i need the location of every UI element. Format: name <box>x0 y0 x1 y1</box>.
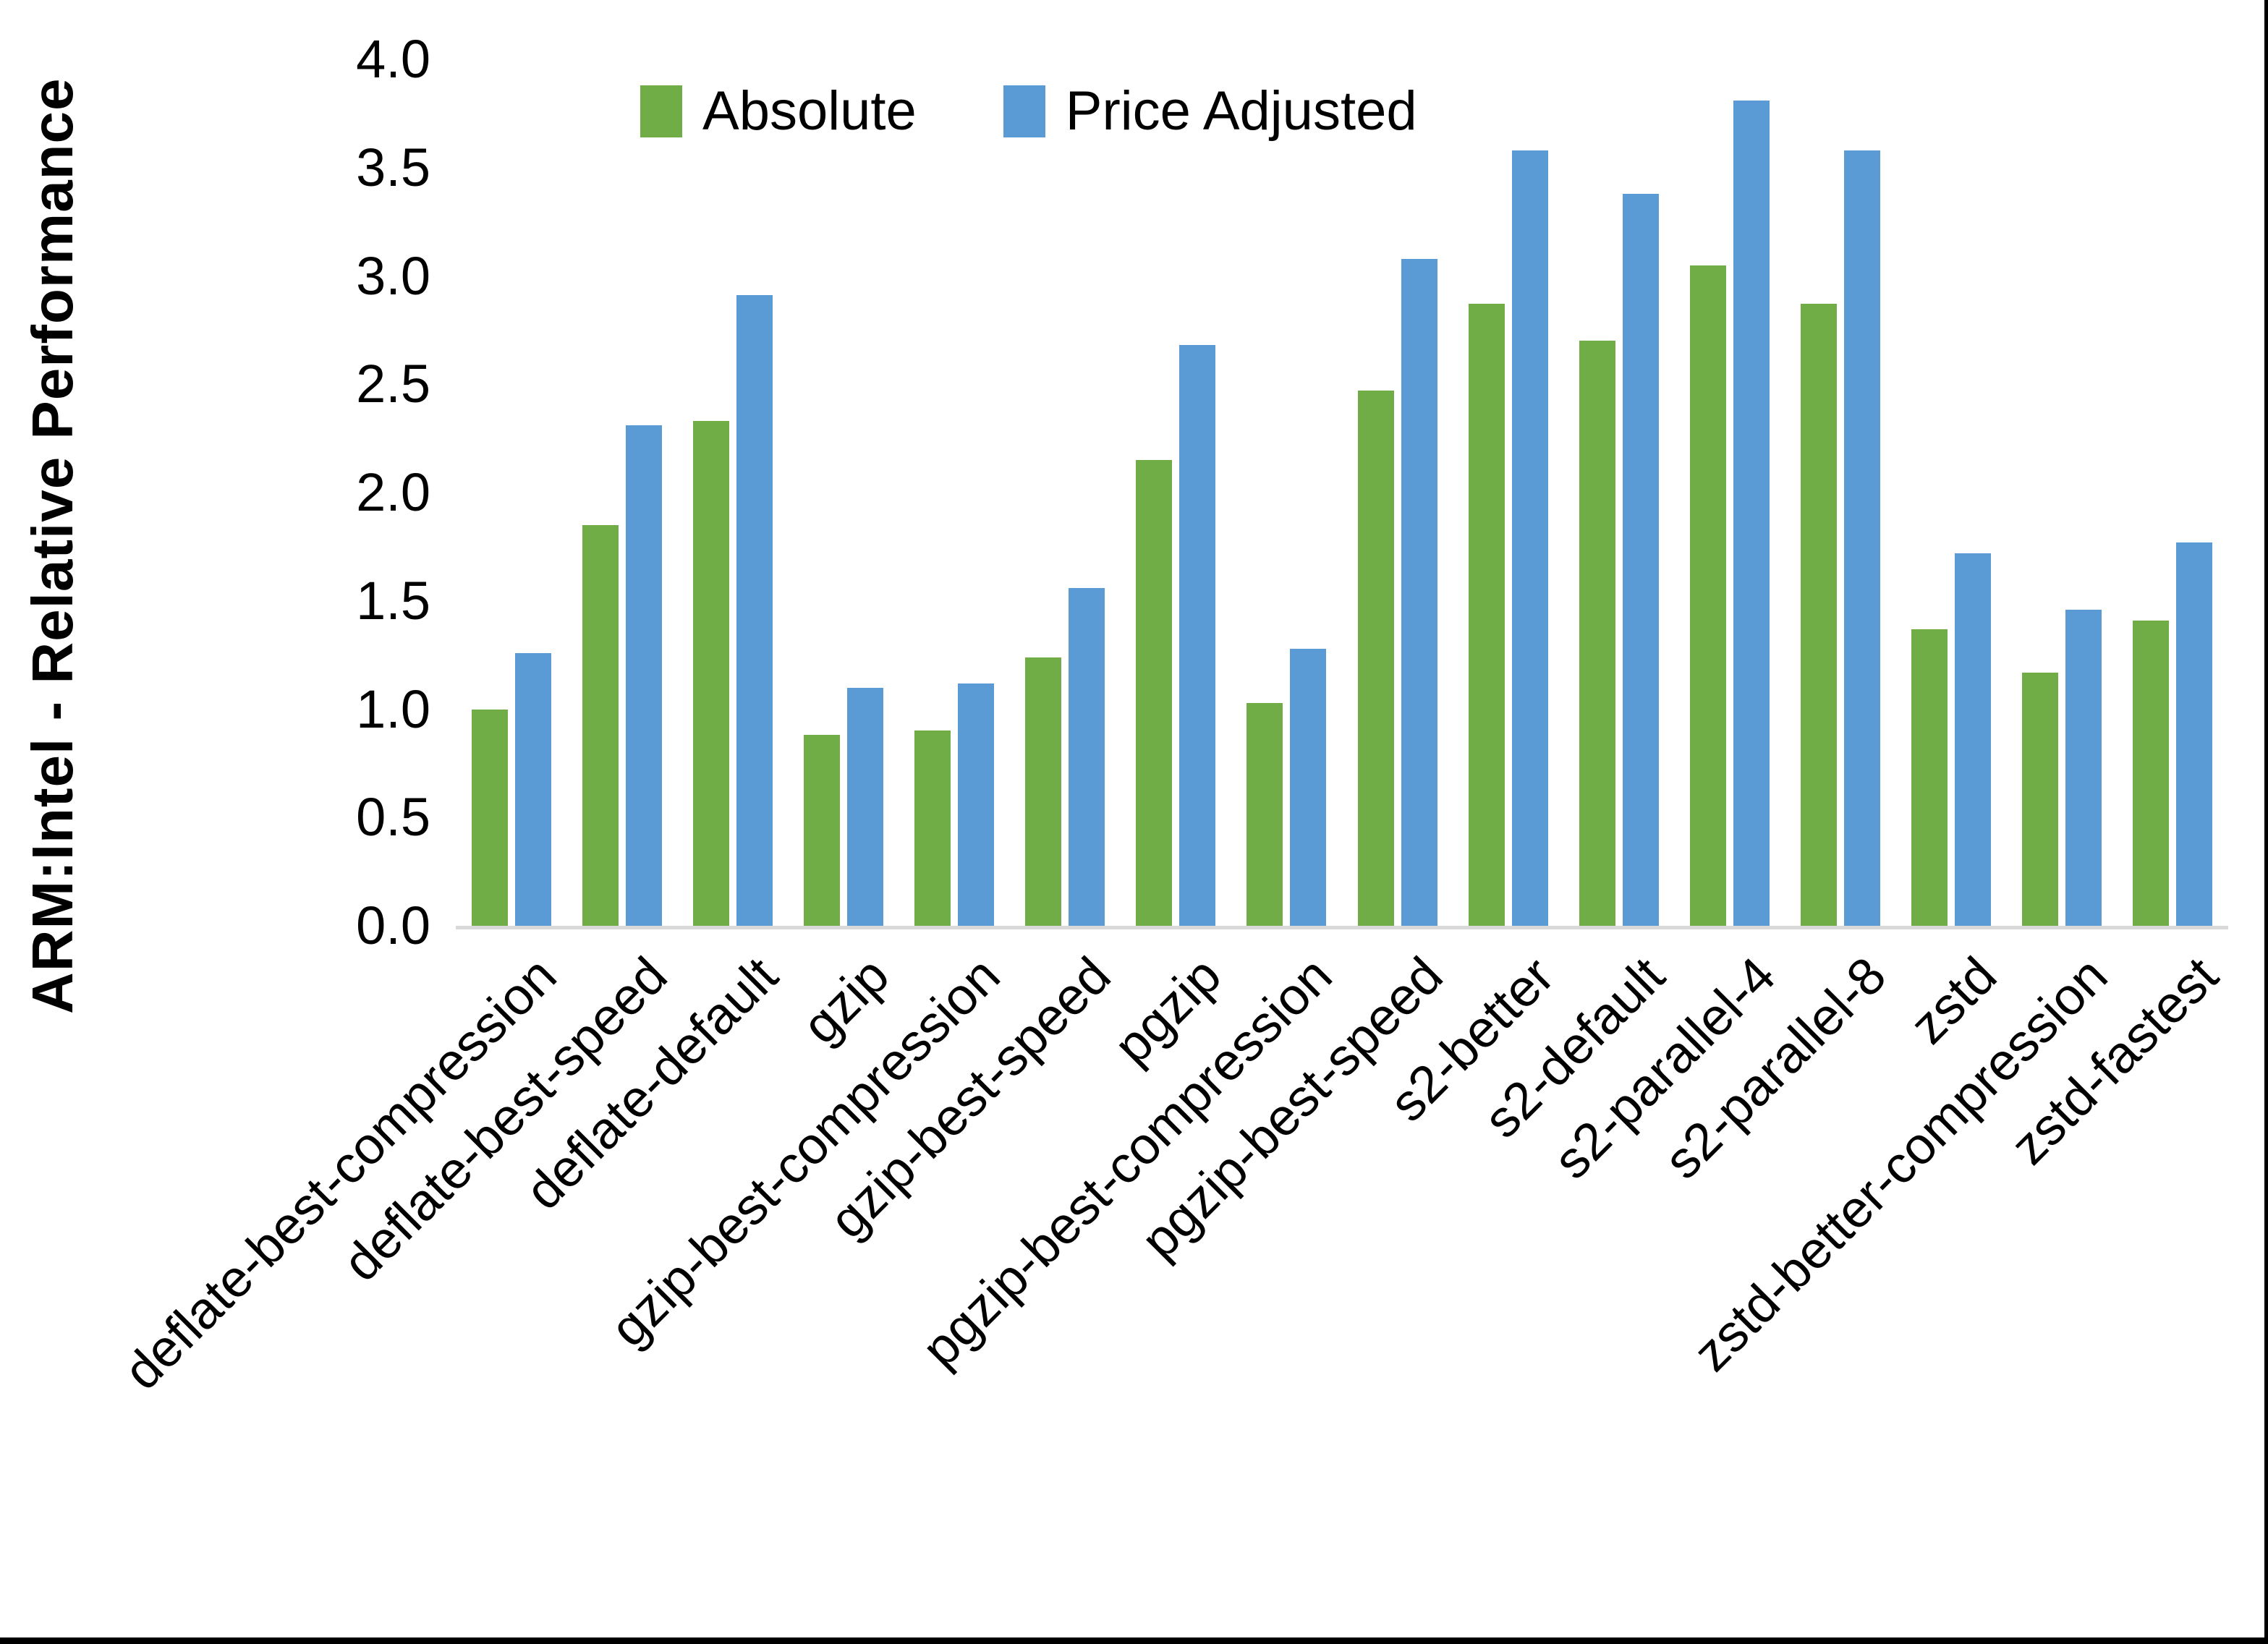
bar-price-adjusted-deflate-best-speed <box>625 425 662 926</box>
bar-price-adjusted-pgzip-best-compression <box>1290 648 1327 926</box>
bar-absolute-pgzip-best-compression <box>1246 702 1283 926</box>
bar-absolute-s2-better <box>1468 304 1505 926</box>
bar-price-adjusted-s2-default <box>1622 193 1659 926</box>
bar-price-adjusted-zstd-better-compression <box>2065 609 2102 926</box>
y-tick-label: 1.5 <box>356 570 430 631</box>
bar-price-adjusted-gzip-best-speed <box>1069 587 1105 926</box>
bar-absolute-gzip-best-compression <box>914 731 951 926</box>
bar-absolute-gzip <box>803 735 840 926</box>
bar-price-adjusted-s2-better <box>1511 150 1548 926</box>
y-tick-label: 1.0 <box>356 678 430 739</box>
bar-absolute-deflate-best-speed <box>582 524 619 926</box>
bar-absolute-zstd-fastest <box>2133 620 2170 926</box>
bar-price-adjusted-zstd-fastest <box>2176 542 2213 926</box>
bar-absolute-s2-parallel-4 <box>1689 265 1726 926</box>
bar-absolute-s2-default <box>1579 341 1615 926</box>
legend-item-absolute: Absolute <box>640 80 917 142</box>
bar-absolute-deflate-default <box>692 421 729 926</box>
bar-price-adjusted-s2-parallel-4 <box>1733 100 1770 926</box>
bar-absolute-zstd <box>1911 629 1948 926</box>
y-tick-label: 3.0 <box>356 245 430 306</box>
y-tick-label: 2.0 <box>356 462 430 522</box>
bar-absolute-zstd-better-compression <box>2022 672 2059 926</box>
legend-label: Absolute <box>702 80 917 142</box>
bar-price-adjusted-gzip <box>846 687 883 926</box>
y-axis-title: ARM:Intel - Relative Performance <box>20 77 85 1015</box>
plot-area <box>456 59 2228 929</box>
y-tick-label: 4.0 <box>356 29 430 89</box>
bar-absolute-gzip-best-speed <box>1025 657 1062 926</box>
legend-swatch-icon <box>1003 85 1045 137</box>
y-tick-label: 0.5 <box>356 787 430 848</box>
legend-item-price-adjusted: Price Adjusted <box>1003 80 1417 142</box>
bar-price-adjusted-gzip-best-compression <box>958 683 995 926</box>
y-tick-label: 2.5 <box>356 354 430 414</box>
bar-absolute-s2-parallel-8 <box>1801 304 1838 926</box>
bar-absolute-deflate-best-compression <box>471 709 508 926</box>
bar-price-adjusted-s2-parallel-8 <box>1844 150 1881 926</box>
bar-absolute-pgzip <box>1136 460 1173 926</box>
bar-absolute-pgzip-best-speed <box>1357 391 1394 926</box>
legend-swatch-icon <box>640 85 682 137</box>
legend: Absolute Price Adjusted <box>640 80 1417 142</box>
y-tick-label: 3.5 <box>356 137 430 197</box>
bar-price-adjusted-zstd <box>1955 553 1992 926</box>
bar-price-adjusted-deflate-default <box>736 295 773 926</box>
y-tick-label: 0.0 <box>356 895 430 955</box>
bar-price-adjusted-deflate-best-compression <box>514 652 551 926</box>
bar-price-adjusted-pgzip <box>1179 345 1216 926</box>
bar-price-adjusted-pgzip-best-speed <box>1401 258 1437 926</box>
legend-label: Price Adjusted <box>1065 80 1417 142</box>
x-category-label: deflate-best-compression <box>113 946 568 1401</box>
